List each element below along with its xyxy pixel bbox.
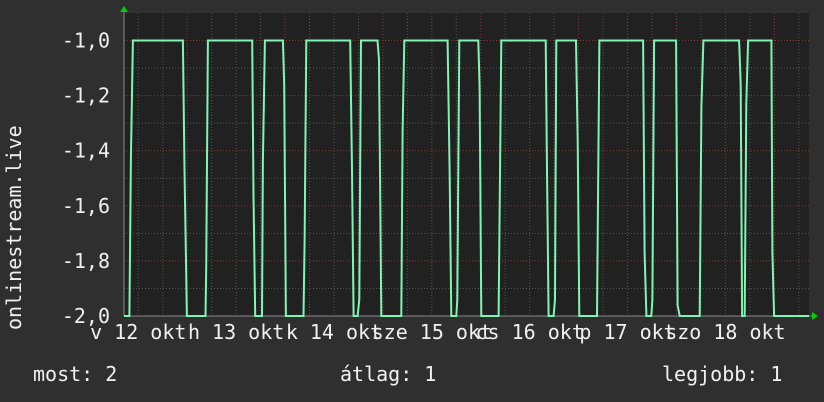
y-tick-label: -1,8 bbox=[62, 249, 110, 273]
y-axis-arrow-icon bbox=[120, 6, 128, 12]
legend-maximum: legjobb: 1 bbox=[662, 362, 783, 386]
x-axis-arrow-icon bbox=[812, 312, 818, 320]
y-tick-label: -1,6 bbox=[62, 194, 110, 218]
x-tick-label: k 14 okt bbox=[286, 320, 382, 344]
x-tick-label: v 12 okt bbox=[90, 320, 186, 344]
y-tick-label: -2,0 bbox=[62, 304, 110, 328]
legend-current: most: 2 bbox=[33, 362, 118, 386]
y-tick-label: -1,4 bbox=[62, 139, 110, 163]
x-tick-label: szo 18 okt bbox=[665, 320, 785, 344]
x-tick-label: cs 16 okt bbox=[476, 320, 584, 344]
plot-area bbox=[124, 13, 809, 316]
y-axis-label: onlinestream.live bbox=[2, 125, 26, 330]
y-tick-label: -1,0 bbox=[62, 29, 110, 53]
x-tick-label: sze 15 okt bbox=[372, 320, 492, 344]
legend-average: átlag: 1 bbox=[340, 362, 437, 386]
x-tick-label: h 13 okt bbox=[188, 320, 284, 344]
y-tick-label: -1,2 bbox=[62, 84, 110, 108]
x-tick-label: p 17 okt bbox=[579, 320, 675, 344]
series-line bbox=[124, 39, 809, 317]
